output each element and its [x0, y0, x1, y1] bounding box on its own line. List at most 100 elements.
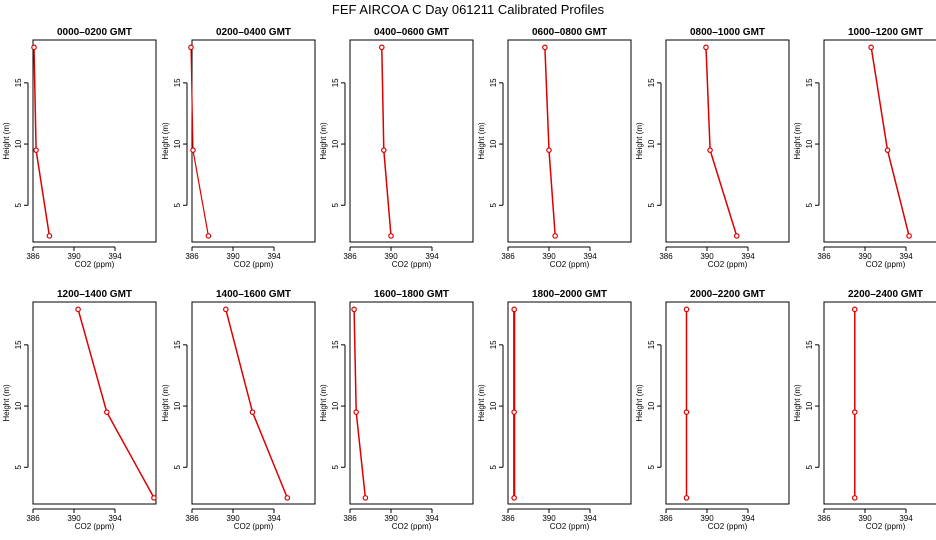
- data-point: [381, 147, 387, 153]
- x-tick-label: 386: [26, 252, 40, 261]
- x-tick-label: 386: [185, 252, 199, 261]
- y-tick-label: 15: [331, 340, 340, 349]
- x-tick-label: 386: [659, 514, 673, 523]
- x-tick-label: 394: [425, 252, 439, 261]
- data-point: [511, 495, 517, 501]
- plot-frame: [191, 39, 316, 243]
- x-tick-label: 390: [67, 514, 81, 523]
- data-point: [868, 44, 874, 51]
- panel-title: 0000–0200 GMT: [57, 27, 132, 38]
- profile-line: [353, 309, 367, 498]
- panel-title: 2000–2200 GMT: [690, 289, 765, 300]
- y-tick-label: 5: [489, 202, 498, 207]
- x-axis-label: CO2 (ppm): [708, 260, 748, 269]
- data-point: [542, 44, 548, 51]
- data-point: [353, 409, 359, 415]
- data-point: [249, 409, 256, 415]
- y-tick-label: 10: [14, 139, 23, 148]
- y-tick-label: 10: [805, 401, 814, 410]
- y-tick-label: 15: [331, 78, 340, 87]
- x-axis-label: CO2 (ppm): [234, 522, 274, 531]
- x-tick-label: 394: [583, 514, 597, 523]
- plot-frame: [32, 39, 157, 243]
- x-axis-label: CO2 (ppm): [550, 522, 590, 531]
- x-tick-label: 394: [267, 514, 281, 523]
- y-tick-label: 10: [647, 401, 656, 410]
- x-tick-label: 394: [267, 252, 281, 261]
- panel-title: 0800–1000 GMT: [690, 27, 765, 38]
- x-axis-label: CO2 (ppm): [392, 522, 432, 531]
- y-tick-label: 5: [331, 202, 340, 207]
- y-tick-label: 15: [805, 78, 814, 87]
- x-axis-label: CO2 (ppm): [75, 522, 115, 531]
- y-axis-label: Height (m): [319, 384, 328, 422]
- profile-line: [225, 309, 288, 499]
- data-point: [511, 306, 517, 313]
- y-tick-label: 5: [647, 202, 656, 207]
- y-tick-label: 5: [331, 464, 340, 469]
- plot-frame: [349, 301, 474, 505]
- data-point: [31, 44, 37, 51]
- x-tick-label: 386: [26, 514, 40, 523]
- data-point: [683, 306, 690, 313]
- panel-title: 2200–2400 GMT: [848, 289, 923, 300]
- data-point: [223, 306, 229, 313]
- data-point: [683, 409, 690, 415]
- x-tick-label: 390: [542, 252, 556, 261]
- y-tick-label: 10: [647, 139, 656, 148]
- x-axis-label: CO2 (ppm): [75, 260, 115, 269]
- y-axis-label: Height (m): [635, 384, 644, 422]
- x-tick-label: 386: [501, 514, 515, 523]
- x-tick-label: 390: [384, 252, 398, 261]
- figure-title: FEF AIRCOA C Day 061211 Calibrated Profi…: [332, 2, 605, 17]
- x-tick-label: 386: [343, 514, 357, 523]
- x-axis-label: CO2 (ppm): [392, 260, 432, 269]
- data-point: [511, 409, 517, 415]
- x-tick-label: 394: [583, 252, 597, 261]
- data-point: [188, 44, 194, 51]
- x-tick-label: 394: [108, 514, 122, 523]
- data-point: [33, 147, 39, 153]
- x-tick-label: 390: [700, 514, 714, 523]
- x-tick-label: 390: [226, 252, 240, 261]
- data-point: [205, 233, 212, 239]
- y-axis-label: Height (m): [161, 384, 170, 422]
- y-axis-label: Height (m): [477, 384, 486, 422]
- y-tick-label: 5: [173, 202, 182, 207]
- y-tick-label: 10: [489, 401, 498, 410]
- x-tick-label: 394: [108, 252, 122, 261]
- profile-line: [705, 47, 738, 237]
- plot-frame: [32, 301, 157, 505]
- y-axis-label: Height (m): [2, 384, 11, 422]
- y-tick-label: 10: [805, 139, 814, 148]
- plot-frame: [507, 301, 632, 505]
- x-tick-label: 386: [817, 252, 831, 261]
- y-axis-label: Height (m): [635, 122, 644, 160]
- x-tick-label: 394: [741, 252, 755, 261]
- y-tick-label: 15: [489, 340, 498, 349]
- data-point: [546, 147, 552, 153]
- y-tick-label: 10: [331, 401, 340, 410]
- x-tick-label: 394: [899, 514, 913, 523]
- panel-title: 1400–1600 GMT: [216, 289, 291, 300]
- x-tick-label: 390: [858, 252, 872, 261]
- x-tick-label: 386: [343, 252, 357, 261]
- data-point: [190, 147, 196, 153]
- data-point: [151, 495, 157, 501]
- profile-line: [33, 47, 51, 237]
- x-tick-label: 394: [741, 514, 755, 523]
- y-tick-label: 5: [489, 464, 498, 469]
- data-point: [906, 233, 912, 239]
- x-tick-label: 390: [542, 514, 556, 523]
- plot-frame: [823, 39, 936, 243]
- data-point: [552, 233, 558, 239]
- data-point: [351, 306, 357, 313]
- y-tick-label: 5: [14, 464, 23, 469]
